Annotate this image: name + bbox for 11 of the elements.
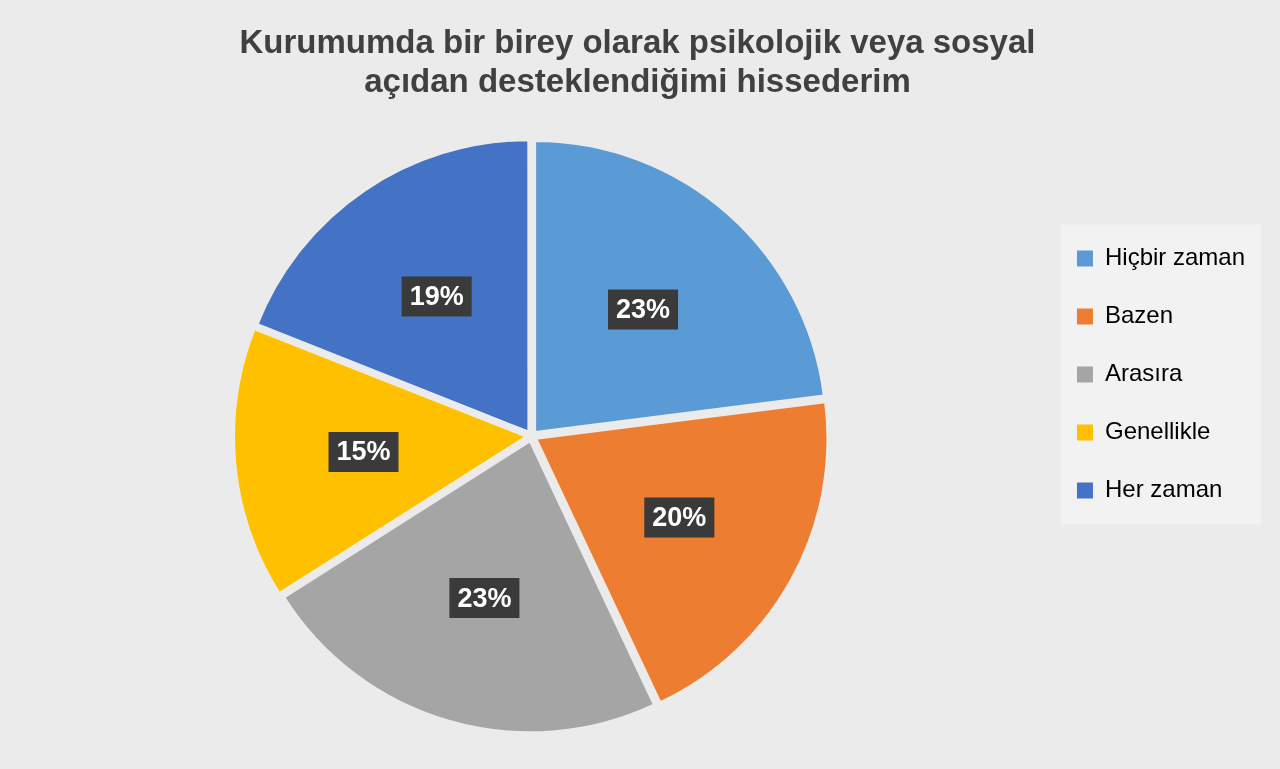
chart-title: Kurumumda bir birey olarak psikolojik veya sosyal açıdan desteklendiğimi hissederim xyxy=(239,22,1036,100)
legend-label: Arasıra xyxy=(1104,359,1183,387)
data-label: 20% xyxy=(652,501,707,532)
data-label: 15% xyxy=(336,436,391,467)
legend-label: Her zaman xyxy=(1104,475,1223,503)
data-label: 23% xyxy=(616,293,671,324)
data-label: 23% xyxy=(457,582,512,613)
legend-label: Genellikle xyxy=(1104,417,1211,445)
data-label: 19% xyxy=(409,281,464,312)
legend-label: Bazen xyxy=(1104,301,1174,329)
legend-label: Hiçbir zaman xyxy=(1104,243,1246,271)
